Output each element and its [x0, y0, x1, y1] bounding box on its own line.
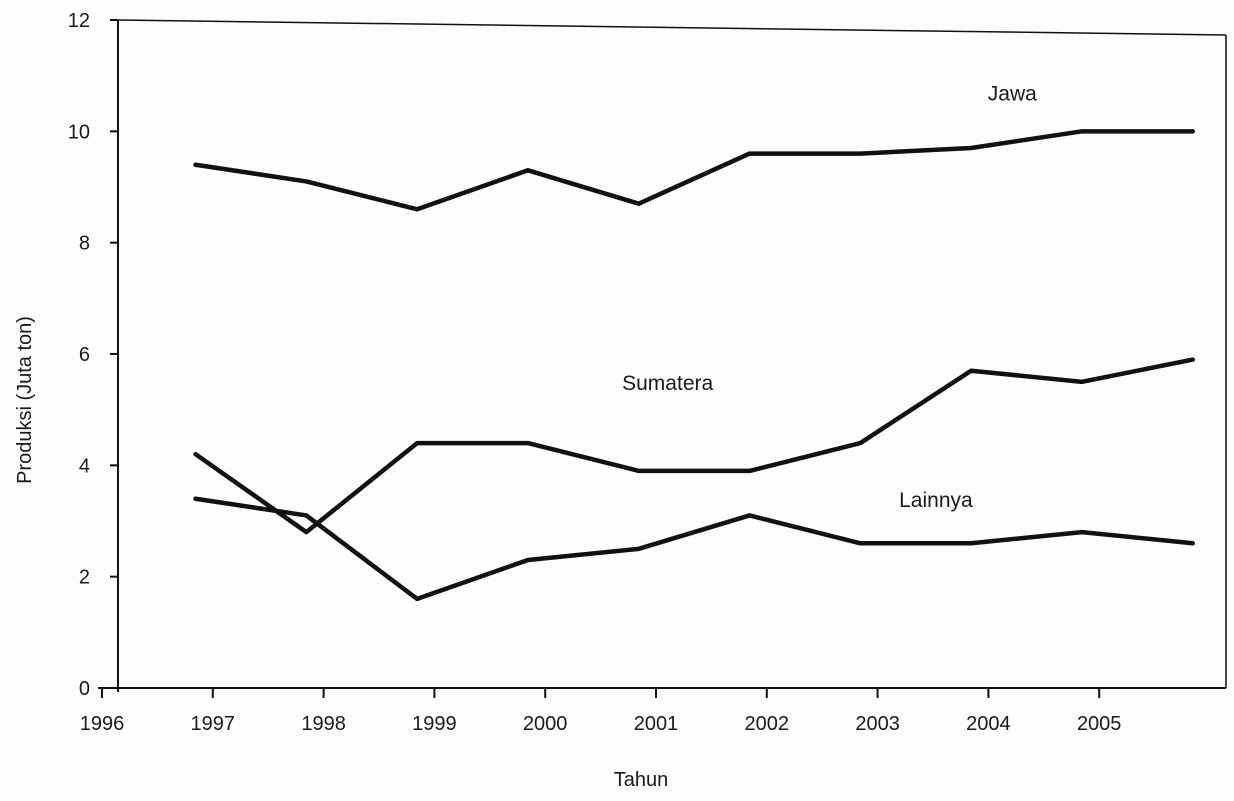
- plot-frame: [98, 19, 1227, 692]
- data-point-lainnya: [858, 541, 862, 545]
- series-label-lainnya: Lainnya: [899, 489, 973, 512]
- x-tick-label: 2005: [1077, 713, 1122, 735]
- data-point-lainnya: [969, 541, 973, 545]
- data-point-sumatera: [304, 530, 308, 534]
- data-point-lainnya: [415, 597, 419, 601]
- data-point-jawa: [858, 152, 862, 156]
- x-tick-label: 2001: [634, 713, 679, 735]
- x-tick-label: 2000: [523, 713, 568, 735]
- data-point-jawa: [1191, 129, 1195, 133]
- data-point-sumatera: [1191, 358, 1195, 362]
- data-point-lainnya: [1080, 530, 1084, 534]
- x-tick-label: 1999: [412, 713, 457, 735]
- y-tick-label: 2: [79, 567, 90, 589]
- data-point-jawa: [415, 207, 419, 211]
- data-point-sumatera: [858, 441, 862, 445]
- data-point-lainnya: [194, 497, 198, 501]
- data-point-lainnya: [1191, 541, 1195, 545]
- y-tick-label: 12: [68, 10, 90, 32]
- series-lines: [193, 129, 1196, 602]
- series-line-lainnya: [193, 496, 1196, 602]
- data-point-jawa: [637, 202, 641, 206]
- y-tick-label: 4: [79, 455, 90, 477]
- data-point-sumatera: [526, 441, 530, 445]
- series-labels: Jawa Sumatera Lainnya: [622, 83, 1037, 512]
- data-point-jawa: [969, 146, 973, 150]
- x-tick-label: 2004: [966, 713, 1011, 735]
- data-point-jawa: [748, 152, 752, 156]
- data-point-sumatera: [1080, 380, 1084, 384]
- series-label-sumatera: Sumatera: [622, 372, 713, 395]
- data-point-jawa: [526, 168, 530, 172]
- plot-top-border: [117, 19, 1227, 36]
- x-tick-label: 1996: [80, 713, 125, 735]
- data-point-jawa: [194, 163, 198, 167]
- data-point-sumatera: [415, 441, 419, 445]
- series-line-jawa: [193, 129, 1196, 212]
- x-tick-label: 2003: [855, 713, 900, 735]
- y-tick-label: 10: [68, 121, 90, 143]
- data-point-sumatera: [748, 469, 752, 473]
- data-point-lainnya: [748, 513, 752, 517]
- x-tick-label: 1997: [191, 713, 236, 735]
- y-tick-label: 8: [79, 233, 90, 255]
- data-point-jawa: [1080, 129, 1084, 133]
- data-point-lainnya: [526, 558, 530, 562]
- series-line-sumatera: [193, 357, 1196, 535]
- axis-ticks: 0 2 4 6 8 10 12 1996 1997 1998 1999 2000 2001 2002 200…: [68, 10, 1122, 735]
- data-point-sumatera: [194, 452, 198, 456]
- y-tick-label: 6: [79, 344, 90, 366]
- y-tick-label: 0: [79, 678, 90, 700]
- data-point-lainnya: [304, 513, 308, 517]
- x-tick-label: 1998: [301, 713, 346, 735]
- x-axis-title: Tahun: [614, 769, 669, 791]
- data-point-sumatera: [969, 369, 973, 373]
- y-axis-title: Produksi (Juta ton): [14, 316, 36, 484]
- data-point-lainnya: [637, 547, 641, 551]
- data-point-sumatera: [637, 469, 641, 473]
- series-label-jawa: Jawa: [988, 83, 1037, 106]
- x-tick-label: 2002: [745, 713, 790, 735]
- data-point-jawa: [304, 179, 308, 183]
